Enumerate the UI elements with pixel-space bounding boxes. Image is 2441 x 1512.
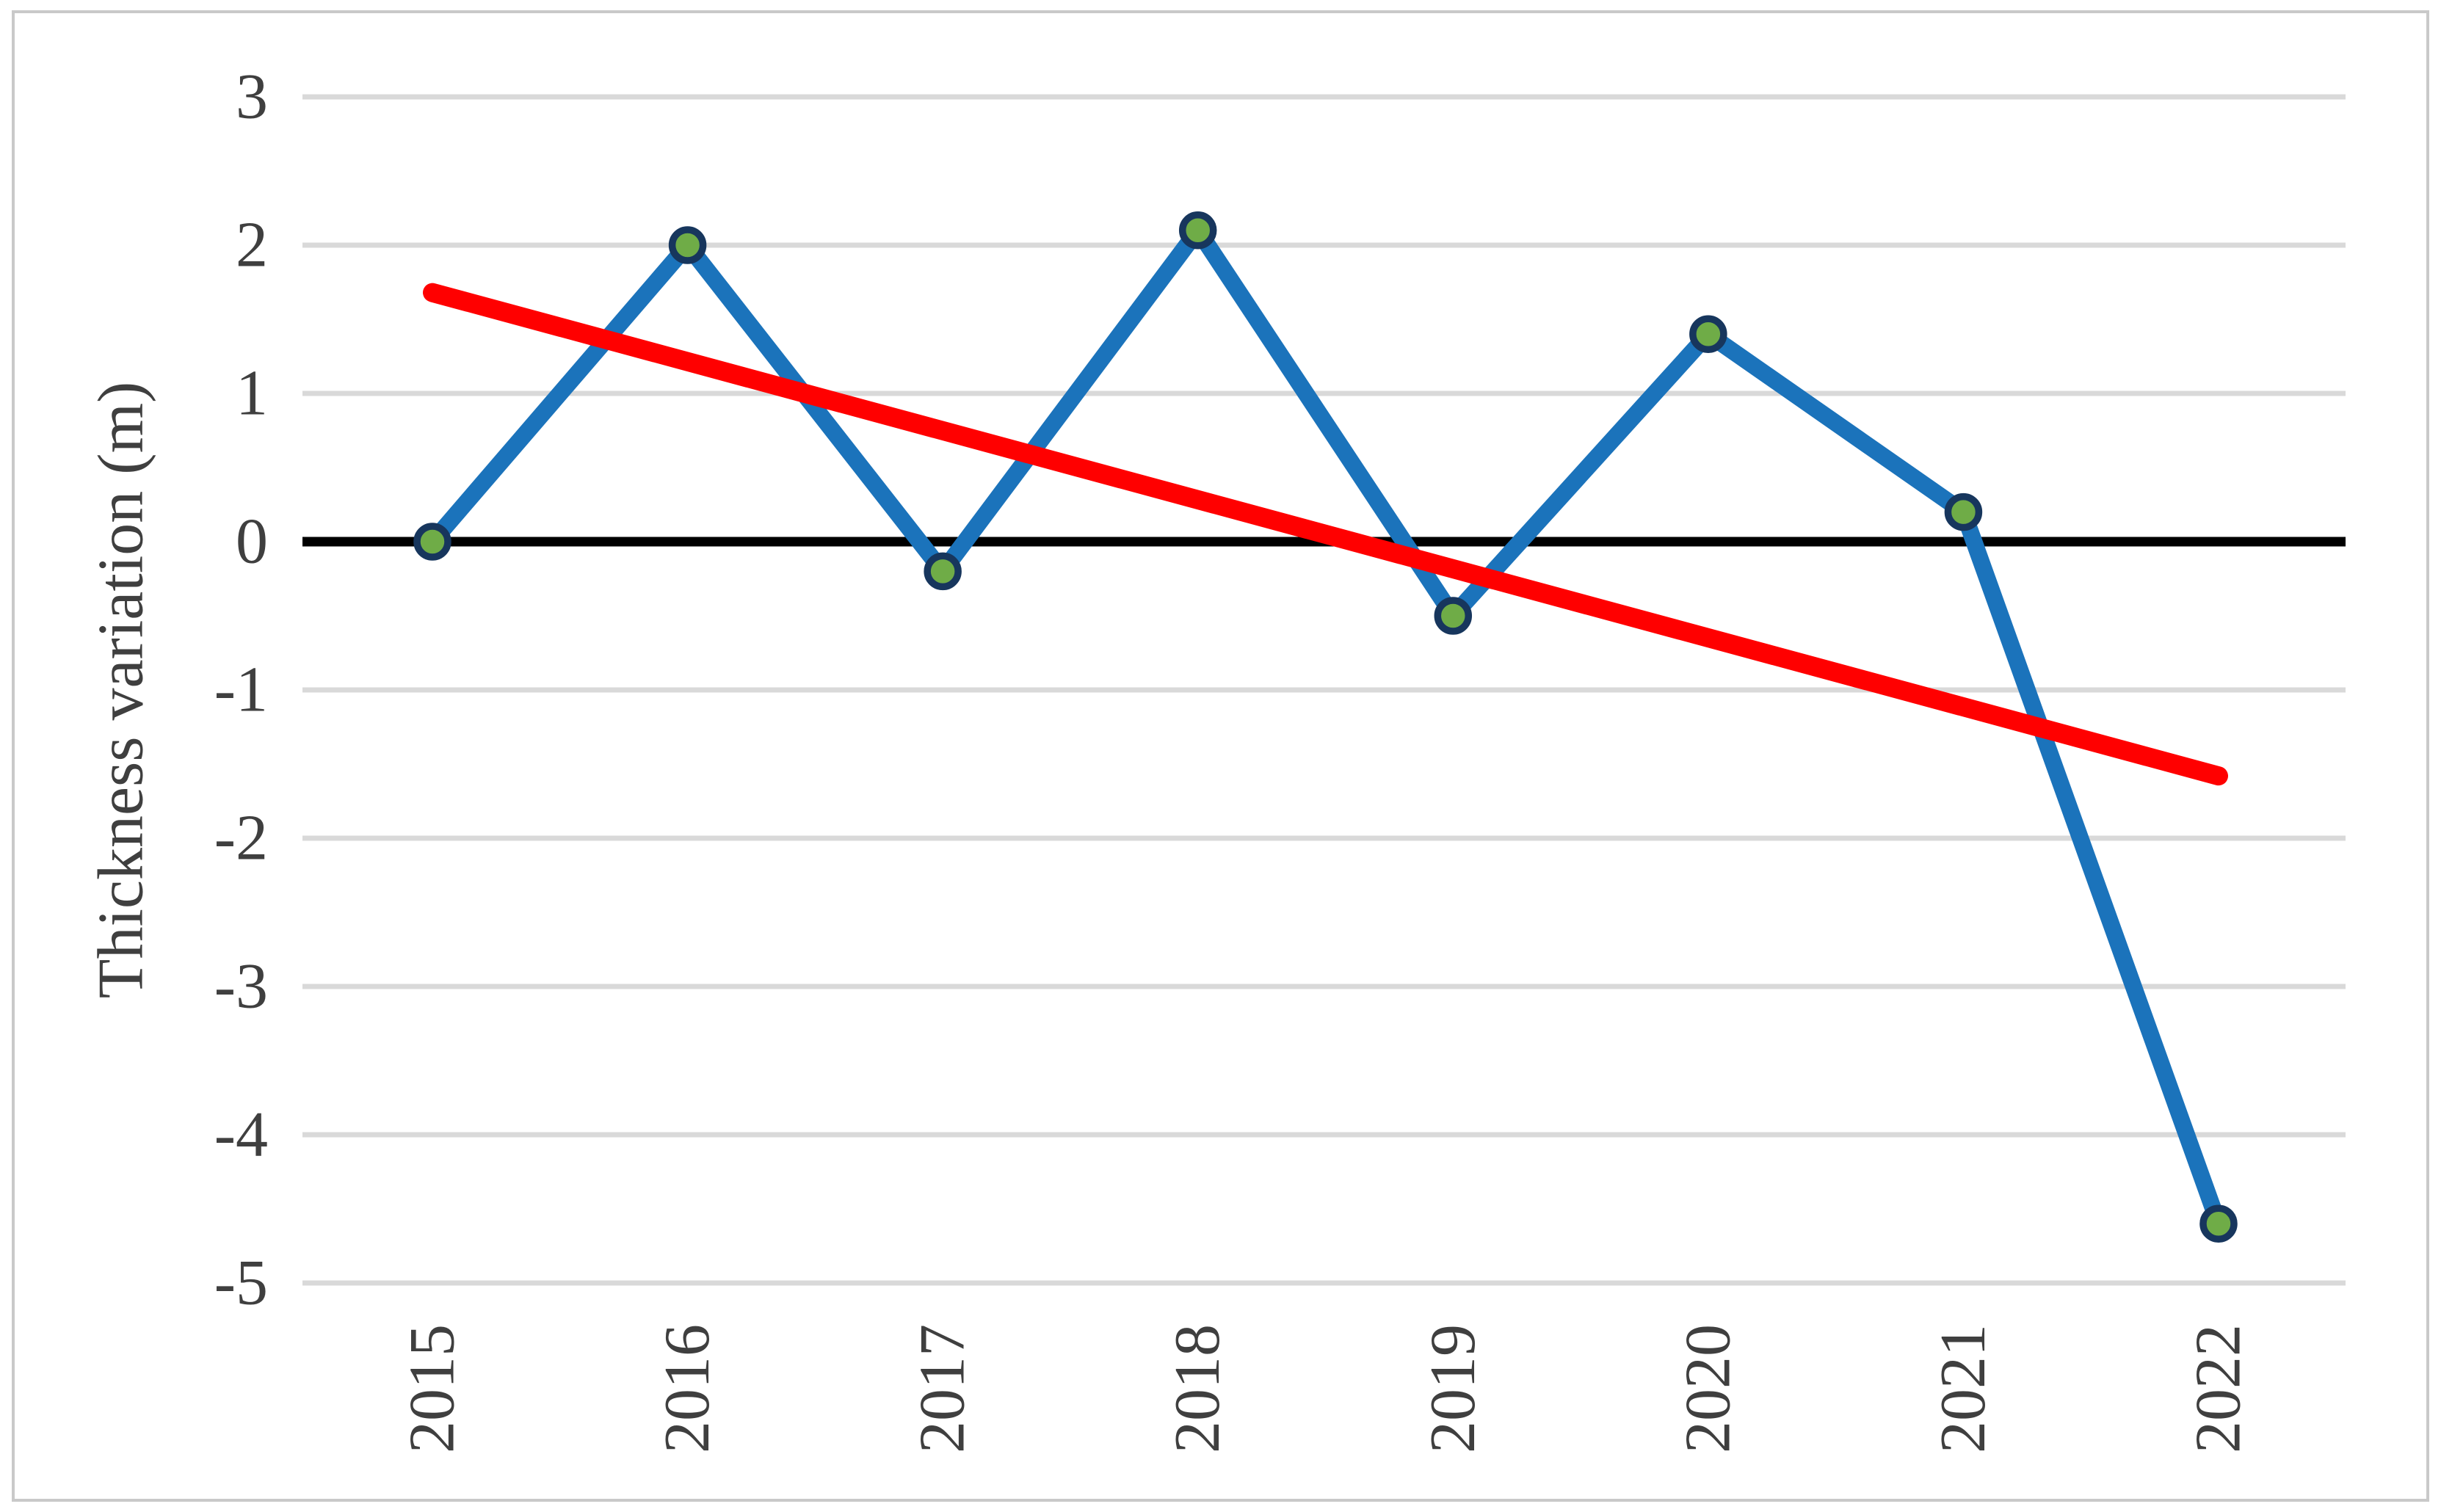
x-tick-label: 2016 [652,1324,723,1453]
x-tick-label: 2019 [1418,1324,1489,1453]
gridlines-group [302,94,2346,1286]
data-point-marker [924,552,962,591]
y-tick-label: 3 [236,62,268,133]
series-group [424,222,2227,1232]
markers-group [413,211,2238,1243]
x-tick-label: 2022 [2183,1324,2254,1453]
trend-line [423,283,2228,786]
data-point-marker [1178,211,1217,250]
series-line [424,222,2227,1232]
y-tick-label: 1 [236,358,268,429]
y-tick-labels-group: 3 2 1 0 -1 -2 -3 -4 -5 [214,62,268,1319]
x-tick-label: 2021 [1928,1324,1999,1453]
y-tick-label: -5 [214,1248,268,1319]
data-point-marker [1689,315,1727,353]
y-tick-label: 0 [236,506,268,578]
data-point-marker [413,523,451,561]
x-tick-labels-group: 2015 2016 2017 2018 2019 2020 2021 2022 [397,1324,2255,1453]
data-point-marker [1944,493,1983,531]
x-tick-label: 2018 [1162,1324,1233,1453]
trendline-group [423,283,2228,786]
figure-border [12,10,2429,1502]
x-tick-label: 2020 [1672,1324,1744,1453]
y-tick-label: -1 [214,655,268,726]
x-tick-label: 2017 [907,1324,979,1453]
data-point-marker [2199,1204,2238,1243]
y-tick-label: -3 [214,951,268,1022]
y-tick-label: -4 [214,1100,268,1171]
y-axis-title: Thickness variation (m) [86,382,157,999]
y-tick-label: 2 [236,210,268,281]
data-point-marker [1434,597,1473,635]
x-tick-label: 2015 [397,1324,468,1453]
y-tick-label: -2 [214,803,268,874]
data-point-marker [668,226,707,264]
